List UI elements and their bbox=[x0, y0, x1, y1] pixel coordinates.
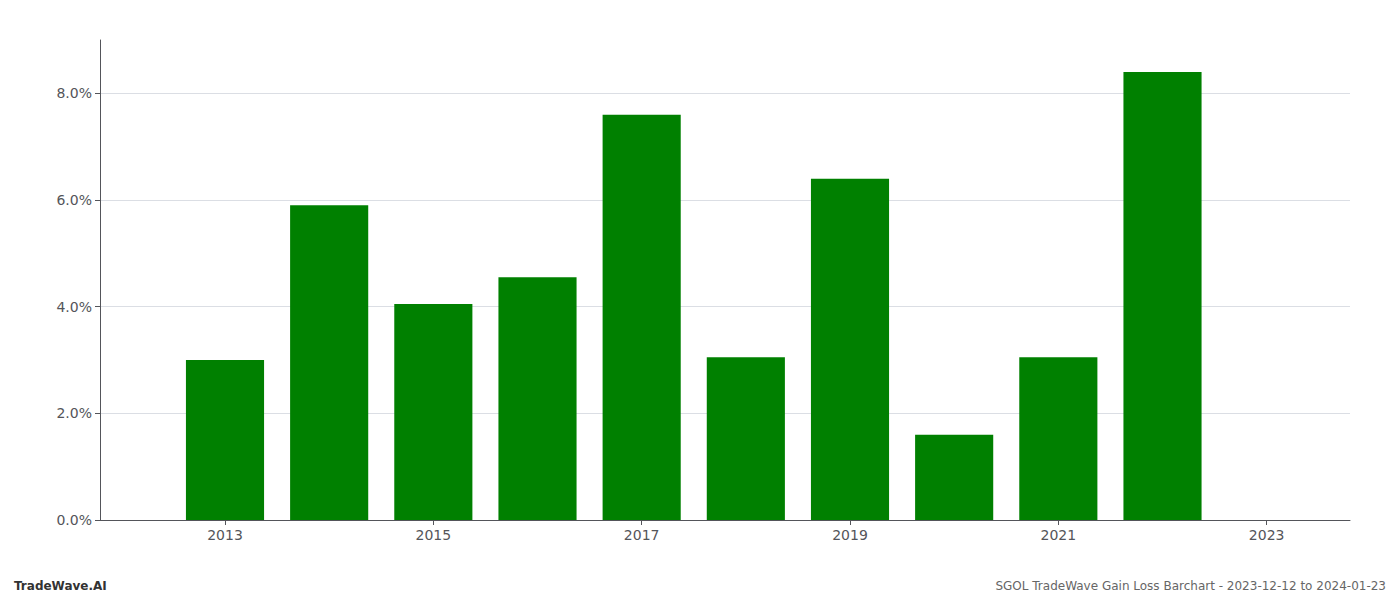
svg-text:2015: 2015 bbox=[416, 527, 452, 543]
svg-text:0.0%: 0.0% bbox=[56, 512, 92, 528]
svg-text:2023: 2023 bbox=[1249, 527, 1285, 543]
svg-text:2017: 2017 bbox=[624, 527, 660, 543]
svg-text:4.0%: 4.0% bbox=[56, 299, 92, 315]
svg-text:2019: 2019 bbox=[832, 527, 868, 543]
svg-text:2.0%: 2.0% bbox=[56, 405, 92, 421]
svg-text:8.0%: 8.0% bbox=[56, 85, 92, 101]
svg-text:2013: 2013 bbox=[207, 527, 243, 543]
svg-text:2021: 2021 bbox=[1041, 527, 1077, 543]
svg-text:SGOL TradeWave Gain Loss Barch: SGOL TradeWave Gain Loss Barchart - 2023… bbox=[995, 579, 1386, 593]
svg-text:6.0%: 6.0% bbox=[56, 192, 92, 208]
svg-text:TradeWave.AI: TradeWave.AI bbox=[14, 579, 107, 593]
